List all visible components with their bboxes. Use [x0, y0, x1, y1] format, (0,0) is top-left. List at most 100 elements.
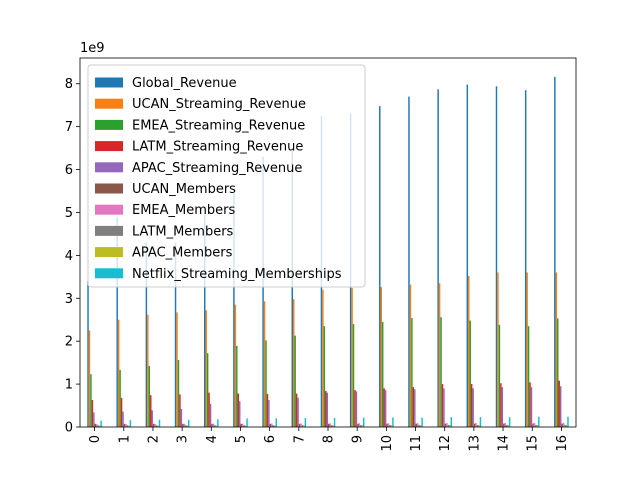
bar	[558, 380, 560, 427]
bar	[183, 423, 186, 427]
bar	[266, 393, 269, 427]
bar	[409, 284, 412, 427]
bar	[383, 388, 385, 427]
x-tick-label: 16	[555, 435, 570, 452]
legend-entry: APAC_Members	[95, 246, 233, 261]
legend-box	[87, 64, 366, 288]
bar	[470, 384, 473, 427]
bar	[98, 425, 101, 427]
bar	[237, 393, 240, 427]
bar	[561, 423, 563, 427]
bar	[357, 423, 359, 427]
bar	[524, 90, 527, 427]
bar	[263, 301, 266, 427]
bar	[562, 422, 565, 427]
y-tick-label: 2	[65, 335, 73, 350]
bar	[414, 389, 416, 427]
bar	[265, 340, 267, 427]
bar	[180, 408, 183, 427]
legend-swatch	[95, 119, 123, 130]
bar	[527, 326, 530, 427]
x-tick-label: 3	[176, 435, 191, 443]
legend-swatch	[95, 204, 123, 215]
bar	[380, 287, 382, 427]
bar	[241, 423, 244, 427]
bar	[559, 386, 562, 427]
legend-swatch	[95, 98, 123, 109]
bar	[93, 412, 95, 427]
bar	[122, 411, 124, 427]
bar	[449, 425, 451, 427]
bar	[179, 394, 181, 427]
bar	[125, 423, 127, 427]
bar	[151, 410, 153, 427]
legend-entry: UCAN_Streaming_Revenue	[95, 97, 306, 112]
bar	[292, 299, 295, 427]
legend-swatch	[95, 268, 123, 279]
bar	[532, 423, 534, 427]
bar	[354, 390, 356, 427]
bar	[392, 417, 394, 427]
bar	[416, 423, 419, 427]
bars-layer	[87, 76, 569, 428]
bar	[526, 272, 528, 427]
bar	[330, 425, 333, 427]
bar	[567, 416, 569, 427]
bar	[478, 425, 480, 427]
bar	[87, 281, 89, 427]
bar	[88, 330, 91, 427]
bar	[262, 156, 264, 428]
bar	[240, 423, 242, 427]
x-tick-label: 14	[497, 435, 512, 452]
bar	[204, 214, 206, 427]
bar	[536, 425, 539, 427]
bar	[535, 424, 537, 427]
bar	[209, 403, 212, 427]
bar	[174, 242, 177, 427]
y-tick-label: 5	[65, 206, 73, 221]
bar	[441, 384, 444, 427]
bar	[554, 76, 556, 428]
bar	[438, 283, 441, 427]
bar	[498, 324, 501, 427]
bar	[91, 399, 94, 427]
legend-entry: Netflix_Streaming_Memberships	[95, 267, 342, 282]
series-EMEA_Streaming_Revenue	[90, 317, 559, 427]
bar	[390, 425, 393, 427]
bar	[475, 422, 477, 427]
bar	[557, 318, 559, 427]
bar	[415, 423, 417, 427]
bar	[211, 423, 213, 427]
bar	[565, 424, 568, 427]
bar	[100, 420, 102, 427]
bar	[304, 417, 307, 427]
y-tick-label: 6	[65, 163, 73, 178]
bar	[328, 423, 330, 427]
bar	[351, 287, 353, 427]
bar	[275, 418, 277, 427]
x-tick-label: 9	[351, 435, 366, 443]
y-tick-label: 3	[65, 292, 73, 307]
bar	[214, 425, 216, 427]
series-APAC_Streaming_Revenue	[93, 386, 562, 427]
bar	[508, 417, 511, 427]
bar	[268, 399, 270, 427]
x-tick-label: 11	[409, 435, 424, 452]
bar	[243, 425, 245, 427]
bar	[212, 423, 215, 427]
bar	[381, 321, 384, 427]
bar	[529, 382, 531, 427]
legend-entry: LATM_Streaming_Revenue	[95, 140, 303, 155]
bar	[239, 401, 241, 427]
bar	[155, 425, 158, 427]
bar	[495, 86, 498, 427]
bar	[360, 425, 362, 427]
x-tick-label: 2	[146, 435, 161, 443]
bar	[148, 366, 151, 427]
series-UCAN_Members	[94, 423, 563, 427]
legend-swatch	[95, 141, 123, 152]
bar	[421, 417, 423, 427]
legend-label: UCAN_Members	[132, 182, 236, 197]
bar	[234, 304, 237, 427]
bar	[274, 425, 276, 427]
